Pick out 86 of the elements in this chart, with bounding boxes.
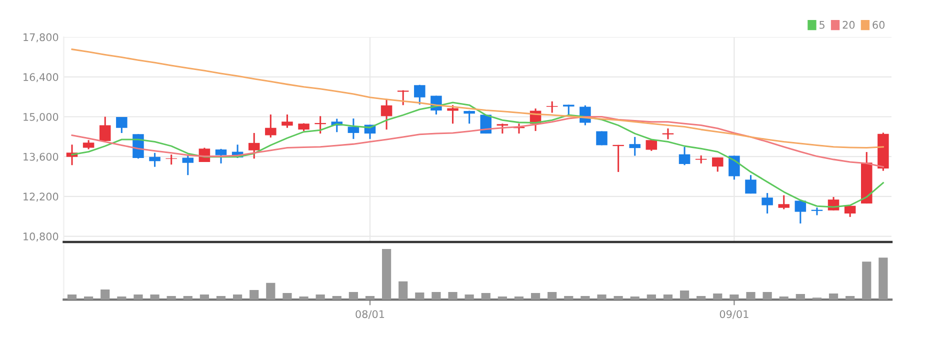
candlestick	[629, 136, 640, 157]
y-tick-label: 15,000	[24, 112, 58, 122]
bar	[117, 296, 126, 300]
candlestick	[778, 194, 790, 210]
candlestick	[546, 100, 558, 114]
bar	[878, 258, 888, 300]
bar	[233, 294, 242, 300]
candlestick	[612, 144, 624, 173]
candlestick	[712, 156, 724, 172]
bar	[680, 290, 690, 300]
y-tick-label: 17,800	[24, 33, 58, 42]
y-tick-label: 16,400	[24, 73, 58, 82]
bar	[84, 296, 94, 300]
candlestick	[414, 84, 426, 106]
x-tick-label: 08/01	[356, 310, 384, 319]
bar	[713, 294, 722, 300]
bar	[564, 296, 574, 300]
candlestick	[380, 98, 392, 130]
bar	[646, 294, 656, 300]
bar	[150, 294, 160, 300]
bar	[514, 296, 524, 300]
bar	[828, 294, 838, 300]
candlestick	[678, 146, 690, 166]
bar	[498, 296, 507, 300]
candlestick	[248, 132, 260, 160]
bar	[398, 281, 408, 300]
candlestick	[762, 192, 773, 214]
bar	[597, 294, 606, 300]
bar	[630, 296, 640, 300]
bar	[448, 292, 458, 300]
candlestick	[215, 148, 227, 164]
candlestick	[794, 200, 806, 224]
bar	[663, 294, 673, 300]
bar	[365, 296, 375, 300]
candlestick	[265, 114, 276, 138]
bar	[134, 294, 143, 300]
y-tick-label: 10,800	[24, 232, 58, 242]
bar	[779, 296, 788, 300]
y-tick-label: 13,600	[24, 152, 58, 162]
bar	[382, 249, 392, 300]
bar	[481, 293, 490, 300]
bar	[530, 293, 540, 300]
candlestick	[348, 118, 360, 140]
bar	[796, 294, 805, 300]
y-tick-label: 12,200	[24, 192, 58, 202]
bar	[846, 296, 855, 300]
bar	[464, 294, 474, 300]
candlestick	[464, 110, 475, 124]
legend-label: 60	[872, 20, 885, 29]
bar	[614, 296, 623, 300]
bar	[348, 292, 358, 300]
candlestick	[182, 154, 194, 176]
candlestick	[745, 174, 756, 194]
bar	[432, 292, 441, 300]
bar	[862, 262, 872, 300]
bar	[696, 296, 706, 300]
bar	[183, 296, 192, 300]
bar	[316, 294, 325, 300]
candlestick	[282, 114, 293, 129]
legend-label: 20	[842, 20, 855, 29]
bar	[548, 292, 557, 300]
bar	[299, 296, 308, 300]
bar	[200, 294, 209, 300]
bar	[746, 292, 756, 300]
bar	[100, 289, 110, 300]
candlestick	[314, 115, 326, 134]
bar	[332, 296, 342, 300]
bar	[266, 282, 276, 300]
bar	[415, 292, 424, 300]
legend-label: 5	[820, 21, 824, 29]
bar	[250, 290, 259, 300]
bar	[166, 296, 176, 300]
bar	[762, 292, 772, 300]
candlestick	[116, 116, 128, 134]
bar	[216, 296, 226, 300]
bar	[730, 294, 739, 300]
x-tick-label: 09/01	[720, 310, 748, 319]
bar	[67, 294, 77, 300]
candlestick	[99, 116, 111, 142]
candlestick	[496, 122, 508, 134]
candlestick	[728, 154, 740, 180]
candlestick	[447, 104, 458, 124]
bar	[580, 296, 590, 300]
bar	[282, 293, 292, 300]
candlestick	[82, 139, 94, 150]
candlestick	[149, 152, 160, 168]
